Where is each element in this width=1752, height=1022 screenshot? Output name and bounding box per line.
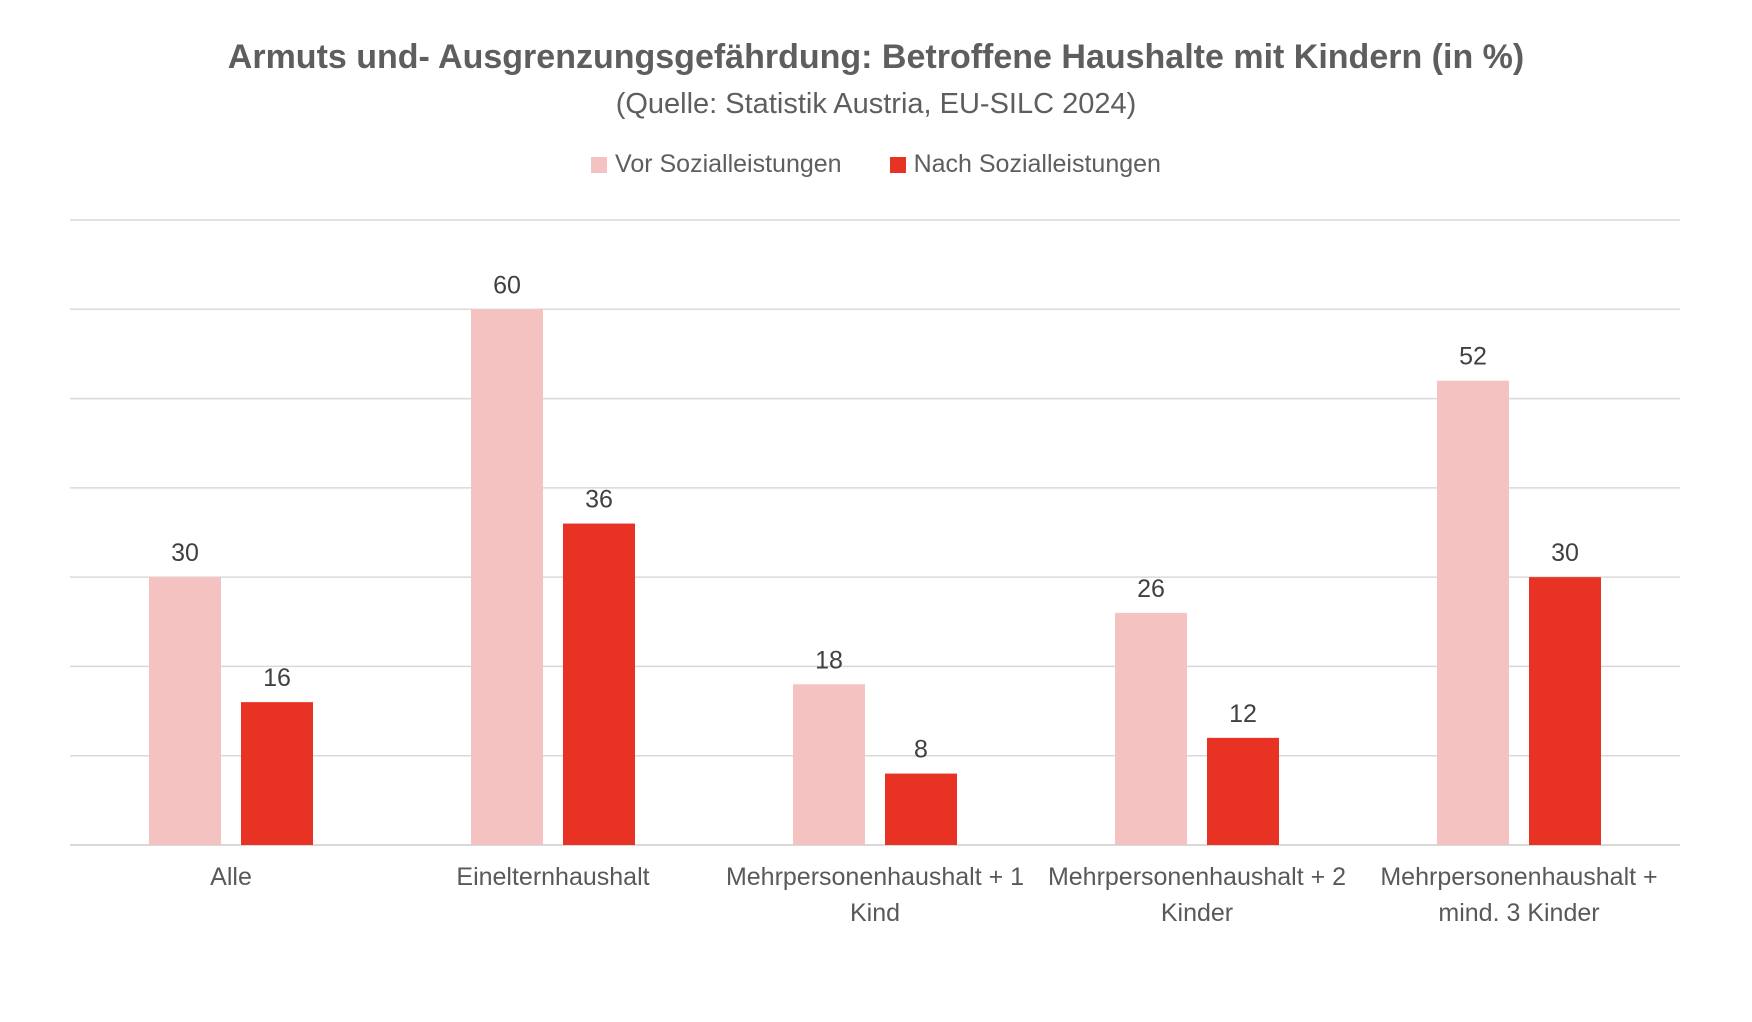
bar-nach-1 xyxy=(563,523,635,845)
data-label-vor-1: 60 xyxy=(493,271,521,299)
data-label-nach-1: 36 xyxy=(585,486,613,514)
legend-label-nach-sozialleistungen: Nach Sozialleistungen xyxy=(913,150,1161,178)
bar-nach-4 xyxy=(1529,577,1601,845)
legend-swatch-vor-sozialleistungen xyxy=(591,156,608,173)
legend-label-vor-sozialleistungen: Vor Sozialleistungen xyxy=(615,150,842,178)
data-label-nach-0: 16 xyxy=(263,664,291,692)
x-tick-label-0: Alle xyxy=(210,863,252,891)
legend-item-nach-sozialleistungen: Nach Sozialleistungen xyxy=(889,150,1161,179)
x-tick-label-4: Mehrpersonenhaushalt + mind. 3 Kinder xyxy=(1380,863,1657,927)
bar-vor-2 xyxy=(793,684,865,845)
data-label-vor-4: 52 xyxy=(1459,343,1487,371)
legend: Vor Sozialleistungen Nach Sozialleistung… xyxy=(0,150,1752,179)
data-label-nach-3: 12 xyxy=(1229,700,1257,728)
data-label-vor-2: 18 xyxy=(815,646,843,674)
data-label-nach-4: 30 xyxy=(1551,539,1579,567)
bar-vor-0 xyxy=(149,577,221,845)
bar-vor-4 xyxy=(1437,380,1509,845)
data-label-nach-2: 8 xyxy=(914,736,928,764)
data-label-vor-0: 30 xyxy=(171,539,199,567)
bar-nach-3 xyxy=(1207,737,1279,845)
bar-nach-2 xyxy=(885,773,957,845)
chart-subtitle: (Quelle: Statistik Austria, EU-SILC 2024… xyxy=(615,88,1137,120)
chart-title: Armuts und- Ausgrenzungsgefährdung: Betr… xyxy=(227,38,1525,76)
legend-item-vor-sozialleistungen: Vor Sozialleistungen xyxy=(591,150,842,179)
bar-vor-1 xyxy=(471,309,543,845)
x-tick-label-1: Einelternhaushalt xyxy=(456,863,649,891)
data-label-vor-3: 26 xyxy=(1137,575,1165,603)
x-tick-label-3: Mehrpersonenhaushalt + 2 Kinder xyxy=(1048,863,1346,927)
bar-nach-0 xyxy=(241,702,313,845)
x-tick-label-2: Mehrpersonenhaushalt + 1 Kind xyxy=(726,863,1024,927)
bar-vor-3 xyxy=(1115,612,1187,845)
legend-swatch-nach-sozialleistungen xyxy=(889,156,906,173)
